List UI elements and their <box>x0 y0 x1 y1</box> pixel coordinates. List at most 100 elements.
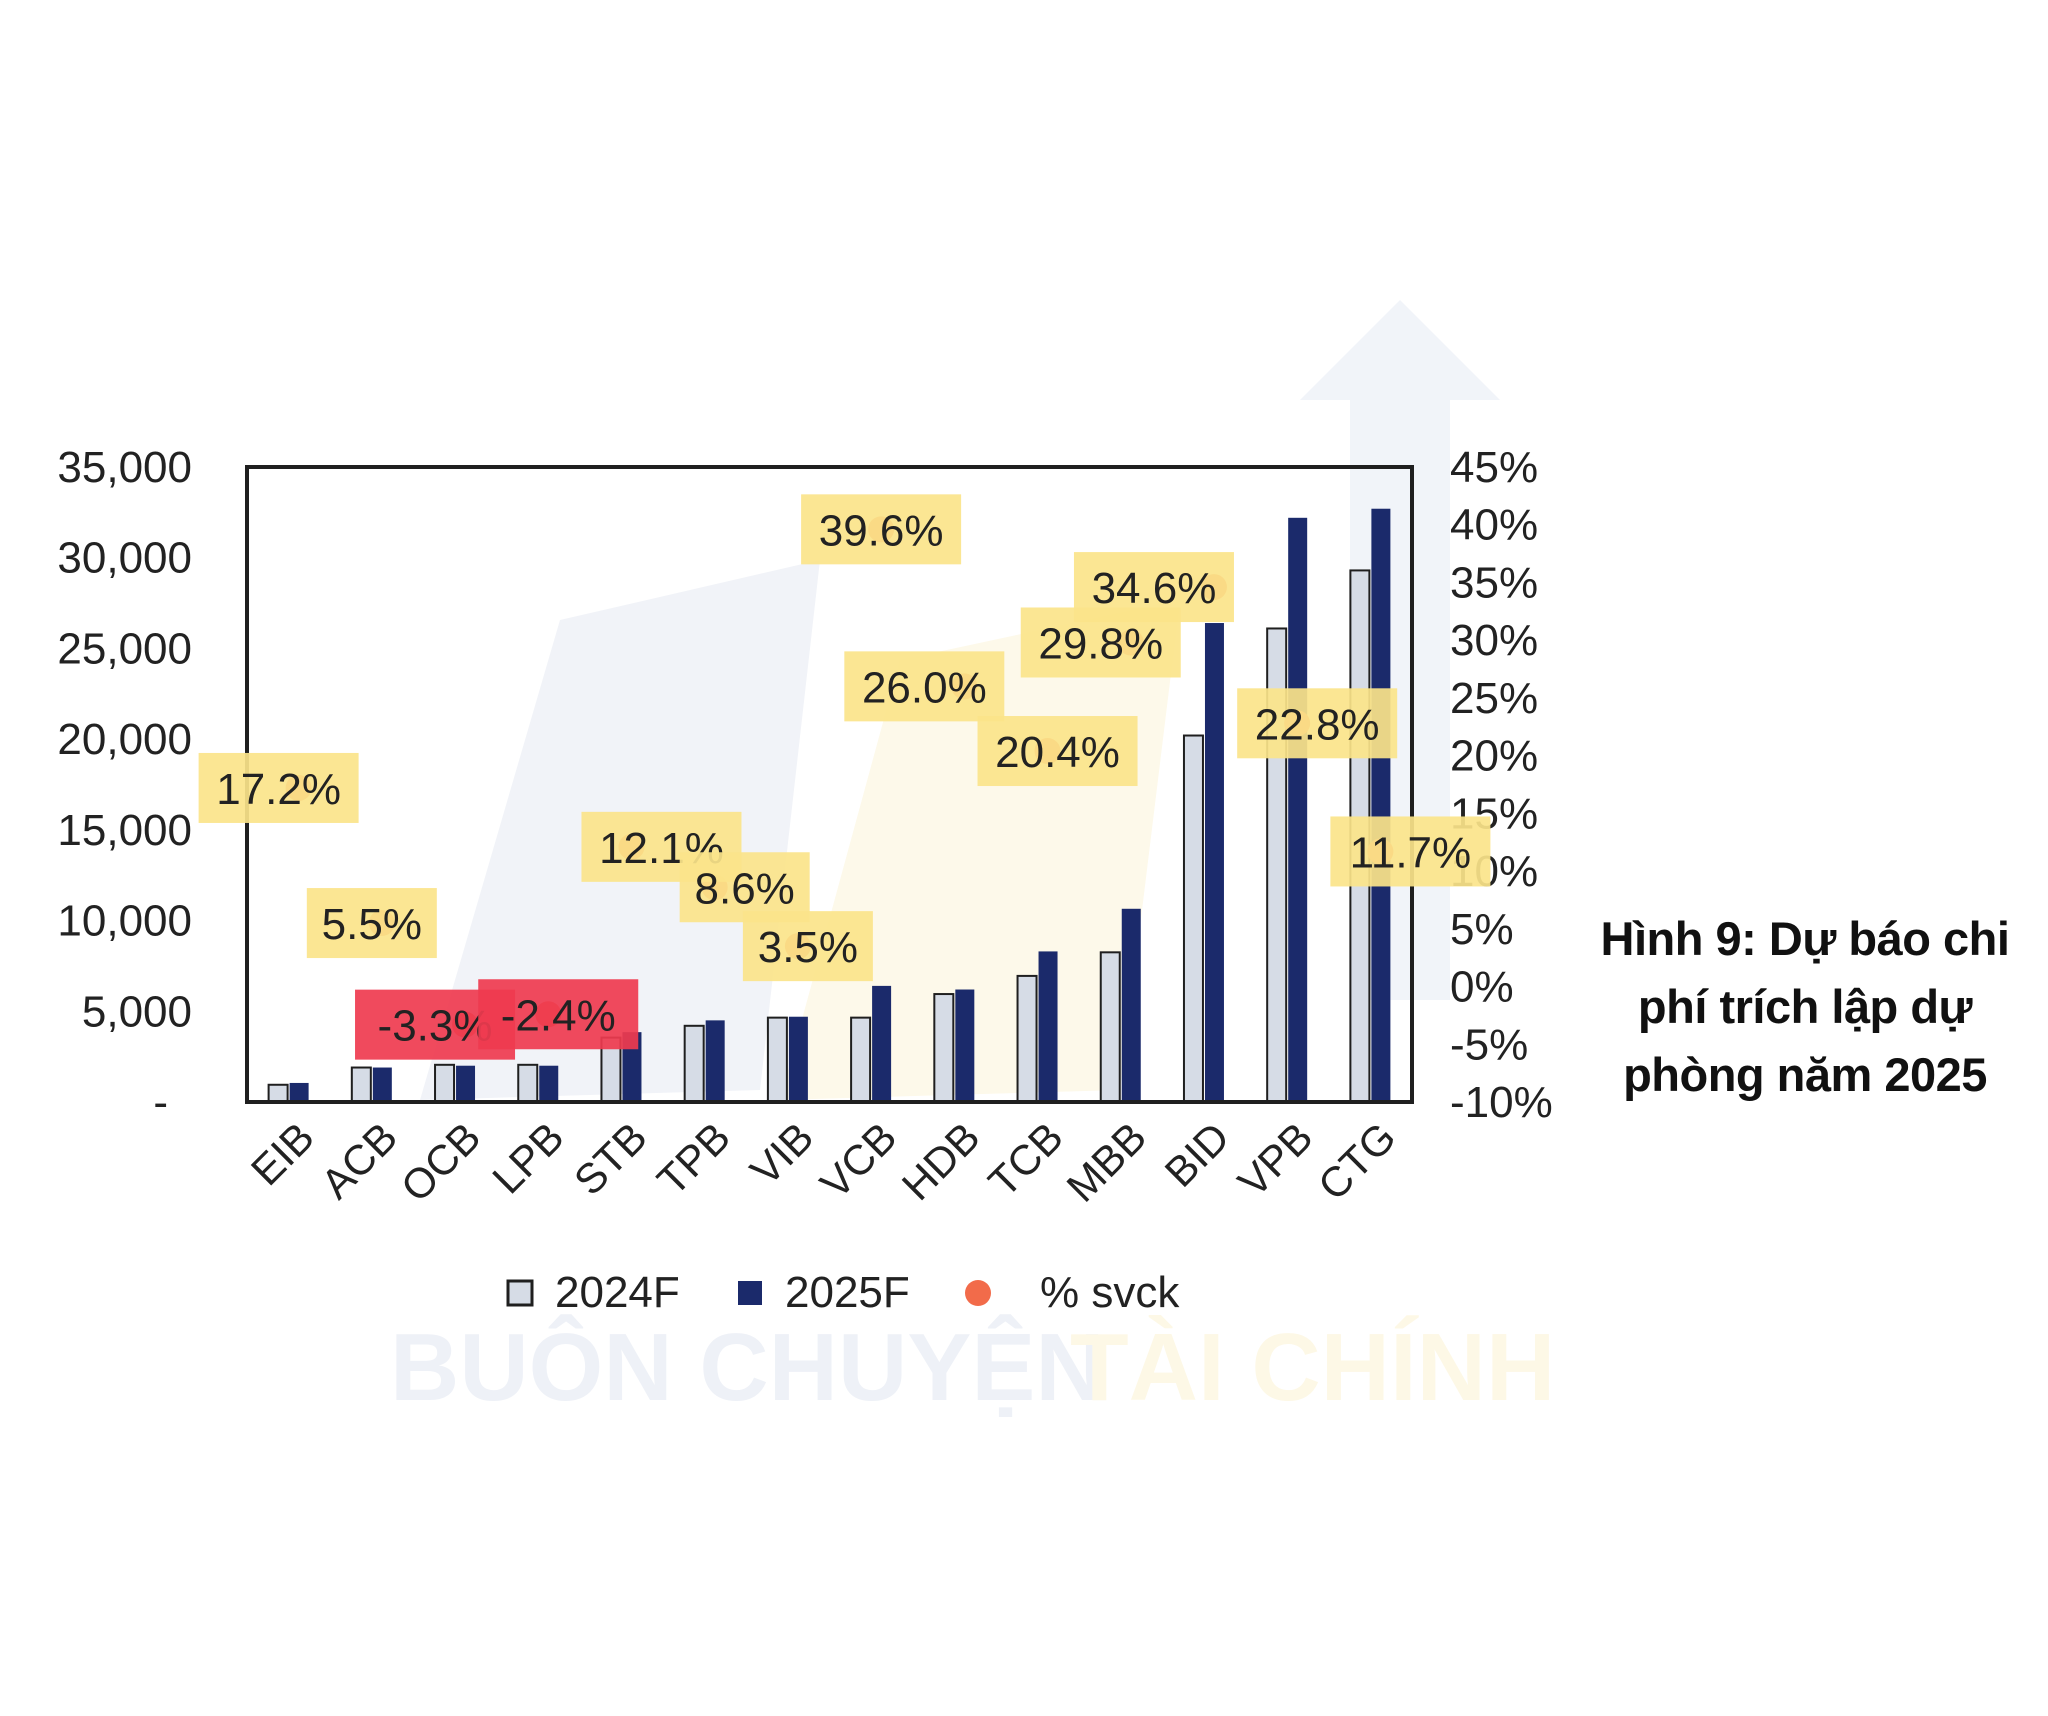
pct-label-text: 5.5% <box>322 900 422 949</box>
bar-2024f-vib <box>766 1016 788 1104</box>
pct-label-hdb: 26.0% <box>844 651 1005 722</box>
bar-2024f-vcb <box>850 1016 872 1104</box>
category-label-mbb: MBB <box>1058 1113 1156 1211</box>
bars-group <box>267 508 1391 1104</box>
category-label-hdb: HDB <box>893 1113 989 1209</box>
bar-2025f-stb <box>622 1032 642 1102</box>
pct-label-lpb: -2.4% <box>478 979 639 1050</box>
bar-2025f-vpb <box>1288 517 1308 1102</box>
pct-label-box <box>1330 816 1491 887</box>
pct-label-text: 29.8% <box>1038 619 1163 668</box>
pct-label-vib: 3.5% <box>742 911 873 982</box>
pct-label-text: 20.4% <box>995 728 1120 777</box>
bar-2024f-eib <box>267 1083 289 1103</box>
legend-label-2024f: 2024F <box>555 1268 680 1317</box>
bar-2024f-acb <box>350 1066 372 1103</box>
pct-label-box <box>742 911 873 982</box>
category-label-acb: ACB <box>312 1113 406 1207</box>
category-label-lpb: LPB <box>483 1113 572 1202</box>
right-tick-label: 20% <box>1450 732 1538 781</box>
pct-label-text: 11.7% <box>1350 828 1472 877</box>
right-tick-label: 30% <box>1450 616 1538 665</box>
bar-2024f-hdb <box>933 993 955 1103</box>
bar-2025f-mbb <box>1121 908 1141 1102</box>
pct-label-eib: 17.2% <box>198 752 359 823</box>
bar-2025f-tpb <box>705 1020 725 1102</box>
bar-2025f-acb <box>372 1067 392 1102</box>
pct-label-text: 17.2% <box>216 765 341 814</box>
bar-2025f-vcb <box>872 985 892 1102</box>
pct-label-box <box>977 716 1138 787</box>
pct-label-tcb: 20.4% <box>977 716 1138 787</box>
pct-label-box <box>1073 552 1234 623</box>
category-label-stb: STB <box>565 1113 656 1204</box>
right-tick-label: 40% <box>1450 501 1538 550</box>
left-axis: - 5,000 10,000 15,000 20,000 25,000 30,000 35,0… <box>57 443 192 1127</box>
bar-2024f-tpb <box>683 1024 705 1104</box>
right-tick-label: 35% <box>1450 558 1538 607</box>
bar-2024f-tcb <box>1016 974 1038 1104</box>
figure-caption: Hình 9: Dự báo chi phí trích lập dự phòn… <box>1600 912 2010 1101</box>
right-tick-label: 0% <box>1450 963 1514 1012</box>
pct-label-text: 22.8% <box>1255 700 1380 749</box>
pct-label-box <box>1237 688 1398 759</box>
pct-label-box <box>844 651 1005 722</box>
pct-label-text: -3.3% <box>378 1002 493 1051</box>
pct-label-box <box>198 752 359 823</box>
right-tick-label: -5% <box>1450 1020 1528 1069</box>
bar-2025f-hdb <box>955 989 975 1102</box>
legend: 2024F 2025F % svck <box>506 1268 1180 1317</box>
pct-label-text: 26.0% <box>862 663 987 712</box>
legend-swatch-2025f <box>738 1281 762 1305</box>
category-label-vpb: VPB <box>1229 1113 1322 1206</box>
pct-label-acb: 5.5% <box>306 888 437 959</box>
legend-swatch-pct <box>965 1280 991 1306</box>
left-tick-label: 5,000 <box>82 987 192 1036</box>
left-tick-label: - <box>153 1078 168 1127</box>
pct-label-text: 8.6% <box>695 864 795 913</box>
legend-label-2025f: 2025F <box>785 1268 910 1317</box>
watermark-text-left: BUÔN CHUYỆN <box>390 1313 1105 1421</box>
legend-swatch-2024f <box>506 1279 534 1307</box>
category-label-bid: BID <box>1156 1113 1239 1196</box>
category-label-tcb: TCB <box>979 1113 1072 1206</box>
pct-label-box <box>306 888 437 959</box>
bar-2024f-lpb <box>517 1063 539 1103</box>
category-label-vcb: VCB <box>811 1113 905 1207</box>
pct-label-box <box>478 979 639 1050</box>
bar-2025f-bid <box>1204 623 1224 1102</box>
left-tick-label: 20,000 <box>57 715 192 764</box>
bar-2024f-mbb <box>1099 951 1121 1103</box>
category-label-ocb: OCB <box>392 1113 490 1211</box>
left-tick-label: 15,000 <box>57 806 192 855</box>
left-tick-label: 25,000 <box>57 624 192 673</box>
category-label-tpb: TPB <box>648 1113 739 1204</box>
bar-2025f-tcb <box>1038 951 1058 1102</box>
category-label-eib: EIB <box>242 1113 323 1194</box>
left-tick-label: 10,000 <box>57 897 192 946</box>
right-tick-label: 45% <box>1450 443 1538 492</box>
category-label-ctg: CTG <box>1309 1113 1405 1209</box>
pct-label-box <box>801 494 962 565</box>
watermark-text-right: TÀI CHÍNH <box>1070 1314 1555 1421</box>
pct-label-text: 3.5% <box>758 923 858 972</box>
pct-label-text: 39.6% <box>819 506 944 555</box>
bar-2025f-eib <box>289 1082 309 1102</box>
right-axis: -10%-5%0%5%10%15%20%25%30%35%40%45% <box>1450 443 1553 1127</box>
right-tick-label: 25% <box>1450 674 1538 723</box>
right-tick-label: -10% <box>1450 1078 1553 1127</box>
pct-label-ctg: 11.7% <box>1330 816 1491 887</box>
pct-label-vcb: 39.6% <box>801 494 962 565</box>
bar-2025f-ctg <box>1371 508 1391 1102</box>
bar-2025f-vib <box>788 1016 808 1102</box>
bar-2025f-ocb <box>456 1065 476 1102</box>
left-tick-label: 30,000 <box>57 534 192 583</box>
pct-label-bid: 34.6% <box>1073 552 1234 623</box>
pct-label-box <box>679 852 810 923</box>
left-tick-label: 35,000 <box>57 443 192 492</box>
bar-2025f-lpb <box>539 1065 559 1102</box>
pct-label-text: 34.6% <box>1092 564 1217 613</box>
legend-label-pct: % svck <box>1040 1268 1180 1317</box>
